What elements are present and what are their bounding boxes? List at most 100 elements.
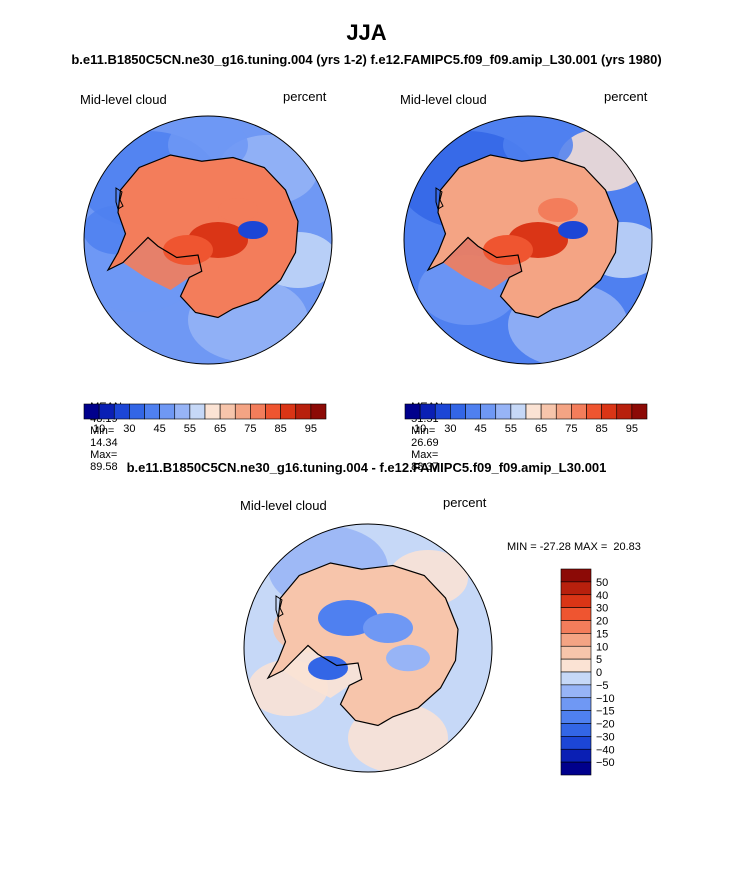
panel3-coastline: [266, 562, 459, 727]
panel3-colorbar-tick-label: 0: [596, 667, 602, 679]
panel1-colorbar-swatch: [204, 403, 221, 420]
panel3-colorbar-tick-label: 20: [596, 616, 608, 628]
panel1-colorbar-swatch: [113, 403, 130, 420]
panel1-colorbar-swatch: [159, 403, 176, 420]
panel3-colorbar-swatch: [560, 607, 592, 621]
panel3-interior-patch: [308, 656, 348, 680]
panel2-interior-patch: [558, 221, 588, 239]
panel3-interior-patch: [363, 613, 413, 643]
panel2-south-america-outline: [435, 187, 444, 210]
panel1-colorbar-swatch: [234, 403, 251, 420]
panel1-colorbar-swatch: [189, 403, 206, 420]
panel1-colorbar-tick-label: 30: [123, 423, 135, 435]
panel3-colorbar-swatch: [560, 645, 592, 660]
panel3-colorbar-swatch: [560, 658, 592, 673]
panel1-colorbar-swatch: [310, 403, 327, 420]
panel1-south-america-outline: [115, 187, 124, 210]
panel2-min-label: Min=: [411, 425, 436, 437]
panel1-min-label: Min=: [90, 425, 115, 437]
panel1-map: [84, 116, 332, 364]
panel1-coastline: [106, 154, 299, 319]
panel2-map: [404, 116, 652, 364]
panel3-colorbar-swatch: [560, 723, 592, 737]
panel2-colorbar-swatch: [404, 403, 421, 420]
subtitle-top: b.e11.B1850C5CN.ne30_g16.tuning.004 (yrs…: [71, 52, 662, 67]
panel1-colorbar-tick-label: 85: [275, 423, 287, 435]
panel1-interior-patch: [238, 221, 268, 239]
panel1-colorbar-swatch: [250, 403, 266, 420]
subtitle-diff: b.e11.B1850C5CN.ne30_g16.tuning.004 - f.…: [126, 460, 607, 475]
panel2-colorbar-tick-label: 55: [505, 423, 517, 435]
panel2-interior-patch: [483, 235, 533, 265]
panel3-colorbar-swatch: [560, 697, 592, 711]
panel1-colorbar-swatch: [129, 403, 145, 420]
panel1-right-label: percent: [283, 89, 327, 104]
panel1-colorbar-swatch: [295, 403, 312, 420]
panel1-interior-patch: [218, 198, 258, 222]
panel2-max-value: 88.37: [411, 461, 439, 473]
panel3-colorbar-swatch: [560, 581, 592, 596]
panel2-colorbar-tick-label: 30: [444, 423, 456, 435]
panel3-colorbar-tick-label: −30: [596, 731, 615, 743]
panel3-right-label: percent: [443, 495, 487, 510]
panel3-map-border: [243, 523, 493, 773]
panel2-colorbar-swatch: [540, 403, 557, 420]
panel3-colorbar-tick-label: −10: [596, 693, 615, 705]
panel2-colorbar-swatch: [510, 403, 527, 420]
panel2-colorbar-tick-label: 85: [596, 423, 608, 435]
panel3-colorbar-tick-label: 30: [596, 603, 608, 615]
panel3-colorbar-swatch: [560, 736, 592, 750]
map-layer: [83, 115, 653, 773]
panel1-colorbar-tick-label: 75: [244, 423, 256, 435]
panel2-min-value: 26.69: [411, 437, 439, 449]
panel2-coastline: [426, 154, 619, 319]
panel1-colorbar-tick-label: 65: [214, 423, 226, 435]
panel1-colorbar-swatch: [98, 403, 115, 420]
panel3-left-label: Mid-level cloud: [240, 498, 327, 513]
panel1-colorbar-tick-label: 55: [184, 423, 196, 435]
panel1-colorbar-swatch: [219, 403, 236, 420]
panel1-colorbar-swatch: [144, 403, 160, 420]
panel2-colorbar-swatch: [480, 403, 497, 420]
panel1-map-border: [83, 115, 333, 365]
panel3-colorbar-swatch: [560, 620, 592, 634]
panel3-east-antarctica-field: [268, 563, 458, 726]
panel1-max-label: Max=: [90, 449, 118, 461]
panel1-colorbar-tick-label: 95: [305, 423, 317, 435]
panel1-min-value: 14.34: [90, 437, 118, 449]
panel3-colorbar-tick-label: −15: [596, 706, 615, 718]
panel2-colorbar-swatch: [465, 403, 481, 420]
panel2-colorbar-tick-label: 75: [565, 423, 577, 435]
panel3-colorbar-swatch: [560, 633, 592, 647]
panel3-colorbar-tick-label: 5: [596, 654, 602, 666]
panel3-colorbar-tick-label: −20: [596, 719, 615, 731]
panel3-colorbar-swatch: [560, 671, 592, 686]
panel2-colorbar-tick-label: 10: [414, 423, 426, 435]
panel2-colorbar-swatch: [495, 403, 512, 420]
panel2-colorbar-swatch: [601, 403, 618, 420]
panel2-cloud-patch: [503, 120, 573, 170]
panel3-colorbar-swatch: [560, 710, 592, 724]
panel2-colorbar-swatch: [616, 403, 633, 420]
panel1-colorbar-tick-label: 10: [93, 423, 105, 435]
panel2-left-label: Mid-level cloud: [400, 92, 487, 107]
colorbar-layer: 10 30 45 55 65 75 85 95 10 30 45 55 65 75 85 9550403020…: [83, 403, 648, 776]
panel3-colorbar-tick-label: −50: [596, 757, 615, 769]
panel3-map: [244, 524, 492, 772]
panel2-interior-patch: [538, 198, 578, 222]
panel2-right-label: percent: [604, 89, 648, 104]
panel3-colorbar-swatch: [560, 594, 592, 608]
panel2-colorbar-tick-label: 95: [626, 423, 638, 435]
panel1-colorbar-swatch: [83, 403, 100, 420]
panel3-colorbar-tick-label: −40: [596, 744, 615, 756]
panel3-colorbar-tick-label: 15: [596, 628, 608, 640]
figure-title: JJA: [346, 20, 387, 45]
panel1-max-value: 89.58: [90, 461, 118, 473]
panel1-left-label: Mid-level cloud: [80, 92, 167, 107]
panel2-map-border: [403, 115, 653, 365]
panel2-colorbar-swatch: [571, 403, 587, 420]
panel2-colorbar-swatch: [631, 403, 648, 420]
panel3-colorbar-tick-label: 50: [596, 577, 608, 589]
panel2-colorbar-swatch: [555, 403, 572, 420]
